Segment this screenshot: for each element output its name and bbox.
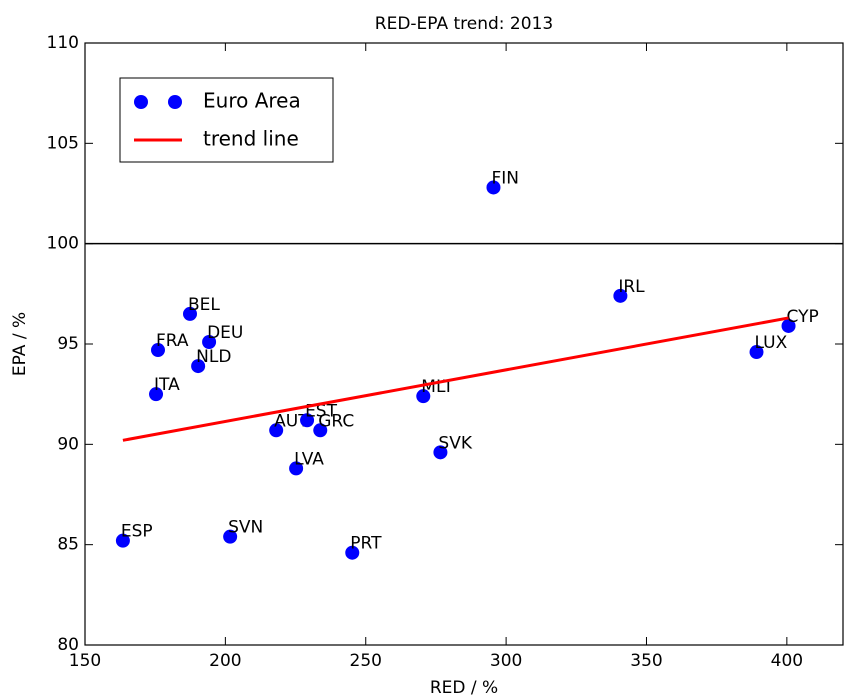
point	[781, 318, 796, 333]
x-tick-label: 200	[209, 651, 241, 671]
trend-line	[122, 316, 789, 442]
point-label: CYP	[787, 307, 819, 327]
point-label: SVK	[438, 433, 472, 453]
point	[202, 334, 217, 349]
y-tick-label: 105	[47, 133, 79, 153]
legend-marker	[168, 95, 182, 109]
legend-marker	[134, 95, 148, 109]
point	[182, 306, 197, 321]
y-tick-label: 95	[57, 334, 79, 354]
point-label: BEL	[188, 295, 220, 315]
point	[613, 288, 628, 303]
point	[300, 413, 315, 428]
point-label: GRC	[318, 411, 354, 431]
x-tick-label: 300	[490, 651, 522, 671]
y-tick-label: 110	[47, 33, 79, 53]
point-label: LVA	[294, 449, 324, 469]
x-tick-label: 150	[69, 651, 101, 671]
y-tick-label: 85	[57, 535, 79, 555]
legend-box	[119, 77, 334, 163]
point	[433, 445, 448, 460]
point-label: ITA	[154, 375, 180, 395]
point	[223, 529, 238, 544]
x-tick-label: 400	[771, 651, 803, 671]
point	[269, 423, 284, 438]
point	[150, 343, 165, 358]
point-label: SVN	[228, 518, 263, 538]
x-tick-label: 350	[630, 651, 662, 671]
y-tick-label: 80	[57, 635, 79, 655]
point	[345, 545, 360, 560]
point-label: AUT	[274, 411, 309, 431]
y-tick-label: 100	[47, 234, 79, 254]
point-label: FIN	[491, 168, 519, 188]
point-label: FRA	[156, 331, 189, 351]
point	[486, 180, 501, 195]
point	[191, 359, 206, 374]
point	[749, 345, 764, 360]
point	[149, 387, 164, 402]
x-axis-label: RED / %	[430, 678, 498, 698]
point-label: ESP	[121, 522, 153, 542]
y-tick-label: 90	[57, 434, 79, 454]
plot-frame	[84, 42, 844, 646]
point-label: IRL	[618, 277, 645, 297]
point-label: PRT	[350, 534, 382, 554]
legend-label: trend line	[203, 127, 299, 151]
legend-label: Euro Area	[203, 89, 301, 113]
point	[416, 389, 431, 404]
point	[115, 533, 130, 548]
x-tick-label: 250	[350, 651, 382, 671]
point-label: DEU	[207, 323, 243, 343]
point-label: LUX	[755, 333, 788, 353]
y-axis-label: EPA / %	[10, 312, 30, 376]
point-label: NLD	[196, 347, 231, 367]
point	[313, 423, 328, 438]
point	[289, 461, 304, 476]
chart-title: RED-EPA trend: 2013	[375, 14, 553, 34]
